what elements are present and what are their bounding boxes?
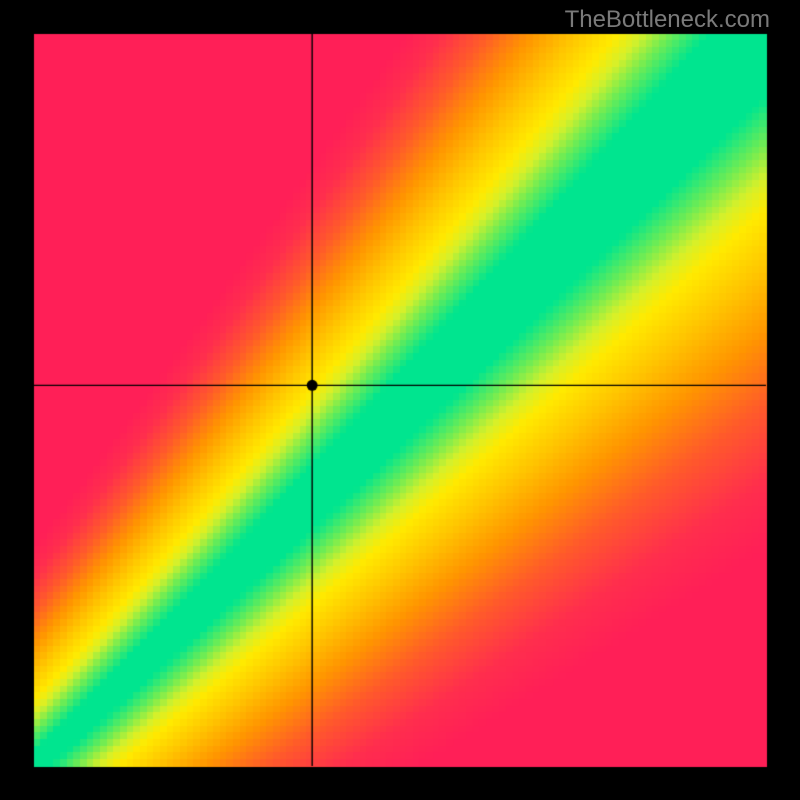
bottleneck-heatmap	[0, 0, 800, 800]
watermark-text: TheBottleneck.com	[565, 6, 770, 34]
chart-container: TheBottleneck.com	[0, 0, 800, 800]
